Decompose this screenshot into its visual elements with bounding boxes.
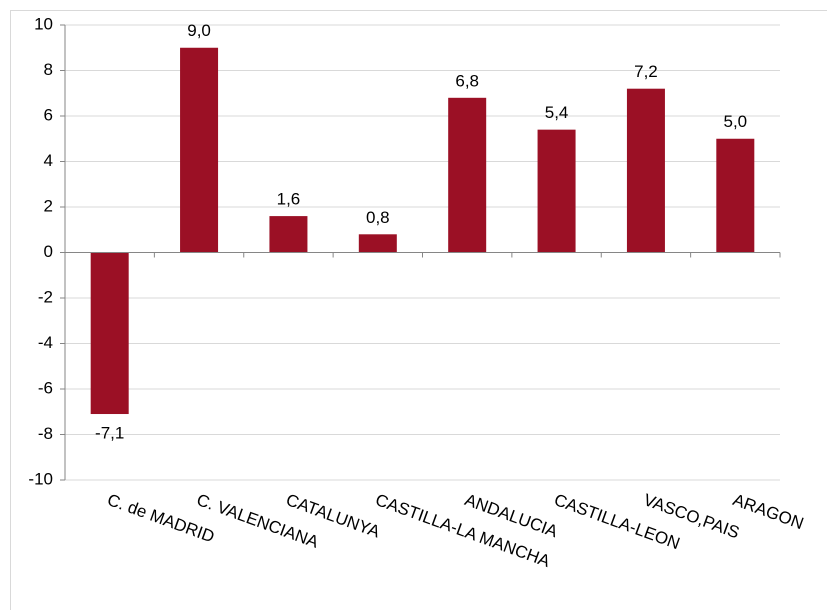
bar <box>90 252 129 415</box>
y-tick-label: 8 <box>44 60 53 79</box>
data-label: -7,1 <box>95 424 124 443</box>
bar <box>537 129 576 253</box>
bar <box>448 97 487 253</box>
y-tick-label: -6 <box>38 378 53 397</box>
bar <box>716 138 755 253</box>
data-label: 1,6 <box>277 190 301 209</box>
data-label: 7,2 <box>634 62 658 81</box>
chart-border <box>10 10 827 610</box>
bar <box>180 47 219 253</box>
data-label: 9,0 <box>187 21 211 40</box>
data-label: 5,4 <box>545 103 569 122</box>
y-tick-label: 0 <box>44 242 53 261</box>
y-tick-label: -2 <box>38 287 53 306</box>
bar <box>269 216 308 253</box>
y-tick-label: 6 <box>44 105 53 124</box>
bar <box>626 88 665 253</box>
y-tick-label: -4 <box>38 333 53 352</box>
y-tick-label: 2 <box>44 196 53 215</box>
y-tick-label: 10 <box>34 14 53 33</box>
y-tick-label: 4 <box>44 151 53 170</box>
y-tick-label: -8 <box>38 424 53 443</box>
bar <box>358 234 397 253</box>
data-label: 5,0 <box>723 112 747 131</box>
data-label: 0,8 <box>366 208 390 227</box>
x-tick-label: ARAGON <box>730 490 806 533</box>
data-label: 6,8 <box>455 71 479 90</box>
y-tick-label: -10 <box>28 469 53 488</box>
